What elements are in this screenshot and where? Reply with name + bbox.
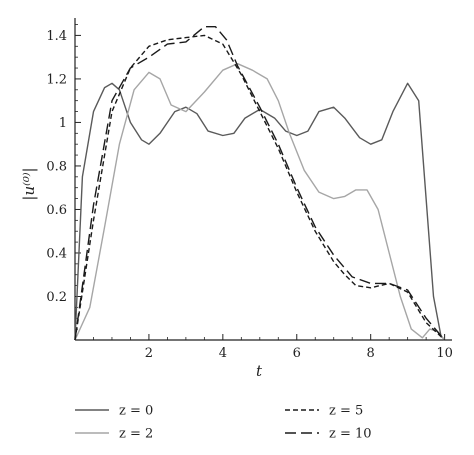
- legend-label-2: z = 2: [119, 427, 153, 442]
- x-tick-label: 8: [367, 346, 375, 361]
- y-tick-label: 1: [59, 116, 67, 131]
- legend-label-3: z = 5: [329, 404, 363, 419]
- y-tick-label: 0.6: [46, 203, 67, 218]
- legend-label-4: z = 10: [329, 427, 372, 442]
- series-line-4: [74, 26, 446, 341]
- x-tick-label: 6: [293, 346, 301, 361]
- tick-marks: [74, 24, 446, 340]
- legend-label-1: z = 0: [119, 404, 153, 419]
- series-line-1: [74, 82, 446, 341]
- y-tick-label: 1.2: [46, 72, 67, 87]
- tick-labels: 2 4 6 8 10 0.2 0.4 0.6 0.8 1 1.2 1.4: [46, 29, 453, 361]
- x-tick-label: 10: [436, 346, 453, 361]
- series-lines: [74, 26, 446, 341]
- y-tick-label: 0.2: [46, 290, 67, 305]
- x-tick-label: 4: [219, 346, 227, 361]
- y-axis-title: |u⁽⁰⁾|: [20, 167, 38, 200]
- y-tick-label: 1.4: [46, 29, 67, 44]
- x-axis-title: t: [256, 362, 263, 380]
- x-tick-label: 2: [145, 346, 153, 361]
- y-tick-label: 0.4: [46, 246, 67, 261]
- series-line-2: [74, 63, 446, 341]
- legend: z = 0 z = 2 z = 5 z = 10: [75, 404, 372, 442]
- y-tick-label: 0.8: [46, 159, 67, 174]
- series-line-3: [74, 34, 446, 341]
- axes: [74, 18, 452, 341]
